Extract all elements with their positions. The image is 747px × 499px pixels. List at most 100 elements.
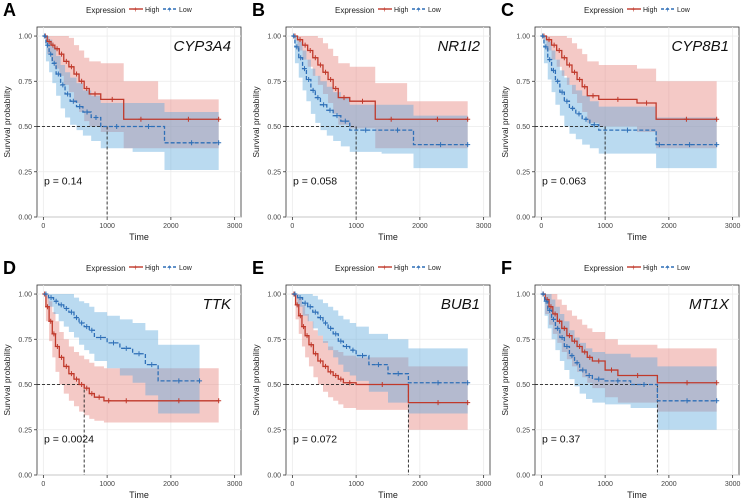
y-tick-label: 0.25 [267, 169, 281, 176]
gridlines [286, 27, 490, 218]
legend-high-plus: + [382, 263, 387, 272]
censor-mark [123, 345, 129, 351]
censor-mark [51, 331, 57, 337]
censor-mark [684, 380, 690, 386]
legend-high-label: High [145, 265, 160, 272]
censor-mark [216, 398, 222, 404]
censor-mark [149, 362, 155, 368]
censor-mark [556, 48, 562, 54]
x-tick-label: 2000 [412, 481, 428, 488]
censor-mark [577, 344, 583, 350]
censor-mark [65, 91, 71, 97]
censor-mark [363, 127, 369, 133]
x-axis-title: Time [129, 232, 149, 242]
y-tick-label: 1.00 [18, 292, 32, 299]
censor-mark [317, 358, 323, 364]
legend: Expression + High + Low [86, 5, 193, 15]
plot-area [285, 26, 491, 218]
censor-mark [58, 302, 64, 308]
y-tick-label: 0.25 [18, 169, 32, 176]
censor-mark [687, 142, 693, 148]
censor-mark [306, 76, 312, 82]
censor-mark [338, 338, 344, 344]
censor-mark [146, 124, 152, 130]
censor-mark [136, 351, 142, 357]
censor-mark [323, 69, 329, 75]
legend-low-plus: + [167, 263, 172, 272]
censor-mark [656, 142, 662, 148]
y-tick-label: 0.00 [267, 473, 281, 480]
legend-low-label: Low [179, 265, 193, 272]
y-tick-label: 0.25 [18, 427, 32, 434]
y-tick-label: 0.00 [516, 215, 530, 222]
censor-mark [360, 98, 365, 104]
censor-mark [572, 338, 578, 344]
gene-label: CYP8B1 [671, 38, 729, 55]
censor-mark [333, 372, 339, 378]
censor-mark [48, 318, 54, 324]
y-tick-label: 0.25 [267, 427, 281, 434]
legend-title: Expression [335, 6, 375, 15]
censor-mark [197, 378, 203, 384]
gridlines [37, 285, 241, 476]
censor-mark [294, 302, 300, 308]
censor-mark [291, 33, 297, 39]
y-tick-label: 1.00 [267, 292, 281, 299]
censor-mark [388, 116, 394, 122]
censor-mark [684, 398, 690, 404]
censor-mark [547, 307, 553, 313]
legend-low-plus: + [416, 5, 421, 14]
legend-high-label: High [145, 7, 160, 14]
censor-mark [714, 380, 720, 386]
censor-mark [569, 353, 575, 359]
confidence-band-high [43, 36, 219, 149]
gene-label: NR1I2 [437, 38, 480, 55]
censor-mark [54, 344, 60, 350]
y-tick-label: 0.75 [516, 337, 530, 344]
y-tick-label: 0.00 [516, 473, 530, 480]
confidence-band-high [292, 36, 468, 149]
censor-mark [53, 298, 59, 304]
censor-mark [297, 295, 303, 301]
x-tick-label: 2000 [163, 223, 179, 230]
y-axis-title: Survival probability [2, 344, 12, 416]
legend-low-label: Low [179, 7, 193, 14]
confidence-band-low [43, 36, 219, 170]
y-tick-label: 0.25 [516, 169, 530, 176]
censor-mark [435, 400, 441, 406]
censor-mark [375, 362, 381, 368]
censor-mark [341, 95, 347, 101]
censor-mark [379, 382, 385, 388]
y-tick-label: 1.00 [267, 34, 281, 41]
censor-mark [587, 354, 593, 360]
censor-mark [555, 325, 561, 331]
censor-mark [297, 37, 303, 43]
censor-mark [59, 51, 65, 57]
censor-mark [465, 142, 471, 148]
censor-mark [564, 344, 570, 350]
censor-mark [555, 78, 561, 84]
x-tick-label: 0 [41, 481, 45, 488]
x-tick-label: 0 [539, 223, 543, 230]
gridlines [286, 285, 490, 476]
censor-mark [350, 347, 356, 353]
censor-mark [342, 118, 348, 124]
censor-mark [46, 38, 52, 44]
gene-label: BUB1 [441, 296, 480, 313]
censor-mark [561, 55, 567, 61]
censor-mark [609, 367, 614, 373]
censor-mark [79, 382, 85, 388]
censor-mark [79, 78, 85, 84]
y-tick-label: 1.00 [516, 292, 530, 299]
censor-mark [74, 315, 80, 321]
censor-mark [546, 37, 552, 43]
y-tick-label: 1.00 [516, 34, 530, 41]
legend: Expression + High + Low [335, 5, 442, 15]
censor-mark [297, 313, 303, 319]
censor-mark [123, 398, 129, 404]
x-tick-label: 3000 [227, 223, 243, 230]
censor-mark [570, 105, 576, 111]
censor-mark [547, 57, 553, 63]
censor-mark [43, 291, 49, 297]
censor-mark [596, 376, 602, 382]
